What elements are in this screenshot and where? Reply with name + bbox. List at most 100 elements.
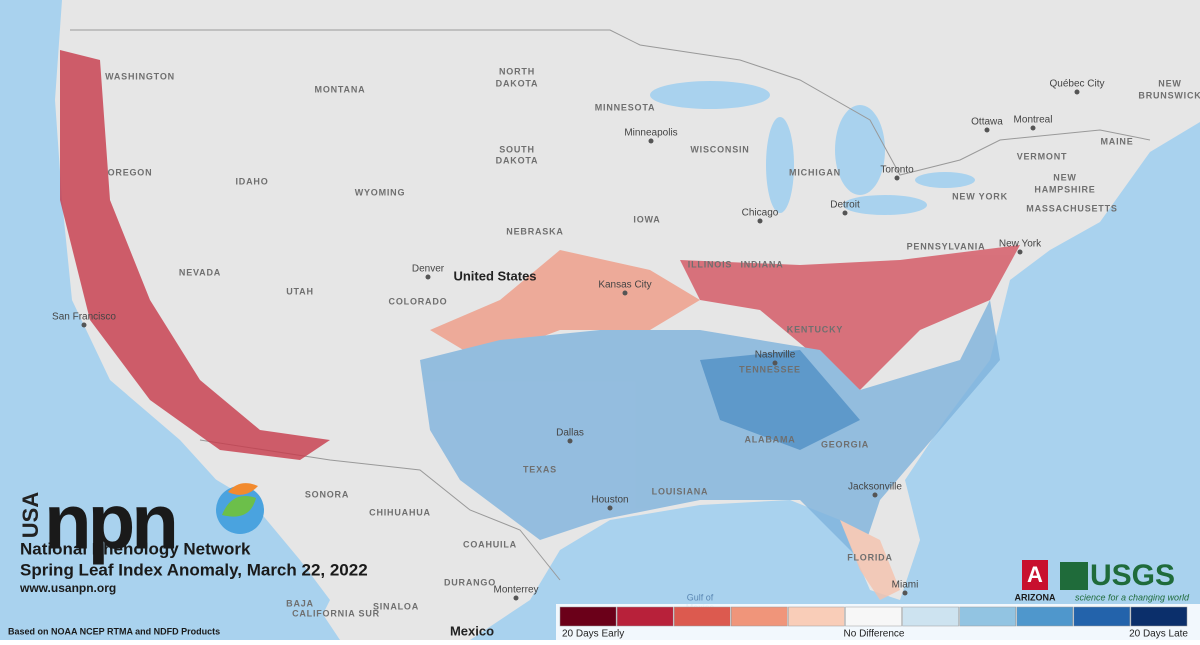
state-label: ALABAMA — [744, 434, 795, 444]
state-label: NEW YORK — [952, 191, 1008, 201]
city-dot — [1074, 89, 1080, 95]
state-label: COAHUILA — [463, 539, 517, 549]
city-dot — [567, 438, 573, 444]
legend-swatch — [673, 606, 731, 627]
legend-swatch — [1130, 606, 1188, 627]
state-label: CALIFORNIA SUR — [292, 608, 380, 618]
city-dot — [902, 590, 908, 596]
city-label: Montreal — [1014, 115, 1053, 126]
state-label: HAMPSHIRE — [1034, 184, 1095, 194]
legend: 20 Days Early No Difference 20 Days Late — [556, 604, 1200, 640]
state-label: MASSACHUSETTS — [1026, 203, 1117, 213]
city-label: Ottawa — [971, 117, 1003, 128]
city-label: Houston — [591, 495, 628, 506]
city-dot — [425, 274, 431, 280]
logo-leaf — [228, 483, 258, 495]
state-label: UTAH — [286, 286, 314, 296]
city-label: Miami — [892, 580, 919, 591]
arizona-text: ARIZONA — [1015, 592, 1056, 602]
city-dot — [622, 290, 628, 296]
city-label: Monterrey — [493, 585, 538, 596]
legend-swatch — [1016, 606, 1074, 627]
city-label: Dallas — [556, 428, 584, 439]
state-label: GEORGIA — [821, 439, 869, 449]
state-label: MONTANA — [315, 84, 366, 94]
city-dot — [894, 175, 900, 181]
logo-network: National Phenology Network — [20, 539, 251, 558]
anomaly-overlay — [60, 50, 1020, 600]
arizona-logo — [1022, 560, 1048, 590]
legend-swatch — [902, 606, 959, 627]
city-label: Detroit — [830, 200, 860, 211]
state-label: TENNESSEE — [739, 364, 801, 374]
url: www.usanpn.org — [19, 581, 116, 595]
city-dot — [607, 505, 613, 511]
state-label: SOUTH — [499, 144, 535, 154]
state-label: PENNSYLVANIA — [907, 241, 986, 251]
state-label: NEBRASKA — [506, 226, 563, 236]
logo-npn: npn — [44, 478, 175, 566]
state-label: IDAHO — [236, 176, 269, 186]
legend-swatch — [788, 606, 845, 627]
state-label: SONORA — [305, 489, 349, 499]
city-label: Nashville — [755, 350, 796, 361]
state-label: WASHINGTON — [105, 71, 175, 81]
usgs-tagline: science for a changing world — [1075, 592, 1190, 602]
state-label: IOWA — [633, 214, 660, 224]
country-label: Mexico — [450, 623, 494, 638]
city-label: Kansas City — [598, 280, 651, 291]
state-label: INDIANA — [740, 259, 783, 269]
state-label: DURANGO — [444, 577, 496, 587]
city-label: Toronto — [880, 165, 914, 176]
state-label: BAJA — [286, 598, 314, 608]
city-dot — [757, 218, 763, 224]
arizona-a: A — [1027, 562, 1043, 587]
city-dot — [984, 127, 990, 133]
logo-usa: USA — [18, 492, 43, 539]
city-label: New York — [999, 239, 1042, 250]
legend-label: 20 Days Late — [1129, 629, 1188, 640]
state-label: BRUNSWICK — [1138, 90, 1200, 100]
state-label: DAKOTA — [496, 155, 539, 165]
country-label: United States — [453, 268, 536, 283]
state-label: LOUISIANA — [652, 486, 709, 496]
state-label: DAKOTA — [496, 78, 539, 88]
state-label: KENTUCKY — [787, 324, 843, 334]
state-label: OREGON — [108, 167, 153, 177]
logo-leaf — [222, 496, 256, 517]
state-label: MICHIGAN — [789, 167, 841, 177]
legend-swatch — [959, 606, 1016, 627]
partner-logos: A ARIZONA USGS science for a changing wo… — [1015, 559, 1191, 602]
npn-logo: USA npn National Phenology Network Sprin… — [8, 478, 368, 637]
legend-swatch — [1073, 606, 1131, 627]
state-label: CHIHUAHUA — [369, 507, 431, 517]
state-label: FLORIDA — [847, 552, 893, 562]
legend-label: 20 Days Early — [562, 629, 624, 640]
state-label: NEW — [1053, 172, 1076, 182]
legend-swatch — [559, 606, 617, 627]
state-label: MAINE — [1101, 136, 1134, 146]
state-label: WISCONSIN — [690, 144, 749, 154]
city-dot — [648, 138, 654, 144]
state-label: MINNESOTA — [595, 102, 656, 112]
city-label: San Francisco — [52, 312, 116, 323]
state-label: COLORADO — [389, 296, 448, 306]
city-dot — [81, 322, 87, 328]
usgs-mark — [1060, 562, 1088, 590]
labels: WASHINGTON MONTANA NORTH DAKOTA MINNESOTA ORE… — [52, 66, 1200, 638]
city-label: Québec City — [1049, 79, 1104, 90]
source: Based on NOAA NCEP RTMA and NDFD Product… — [8, 626, 220, 636]
state-label: VERMONT — [1017, 151, 1068, 161]
borders — [70, 29, 1151, 581]
city-dot — [513, 595, 519, 601]
city-dot — [1017, 249, 1023, 255]
legend-swatch — [731, 606, 788, 627]
state-label: NORTH — [499, 66, 535, 76]
usgs-text: USGS — [1090, 559, 1175, 592]
city-label: Jacksonville — [848, 482, 902, 493]
legend-swatch — [616, 606, 674, 627]
city-dot — [1030, 125, 1036, 131]
city-dot — [872, 492, 878, 498]
state-label: NEW — [1158, 78, 1181, 88]
